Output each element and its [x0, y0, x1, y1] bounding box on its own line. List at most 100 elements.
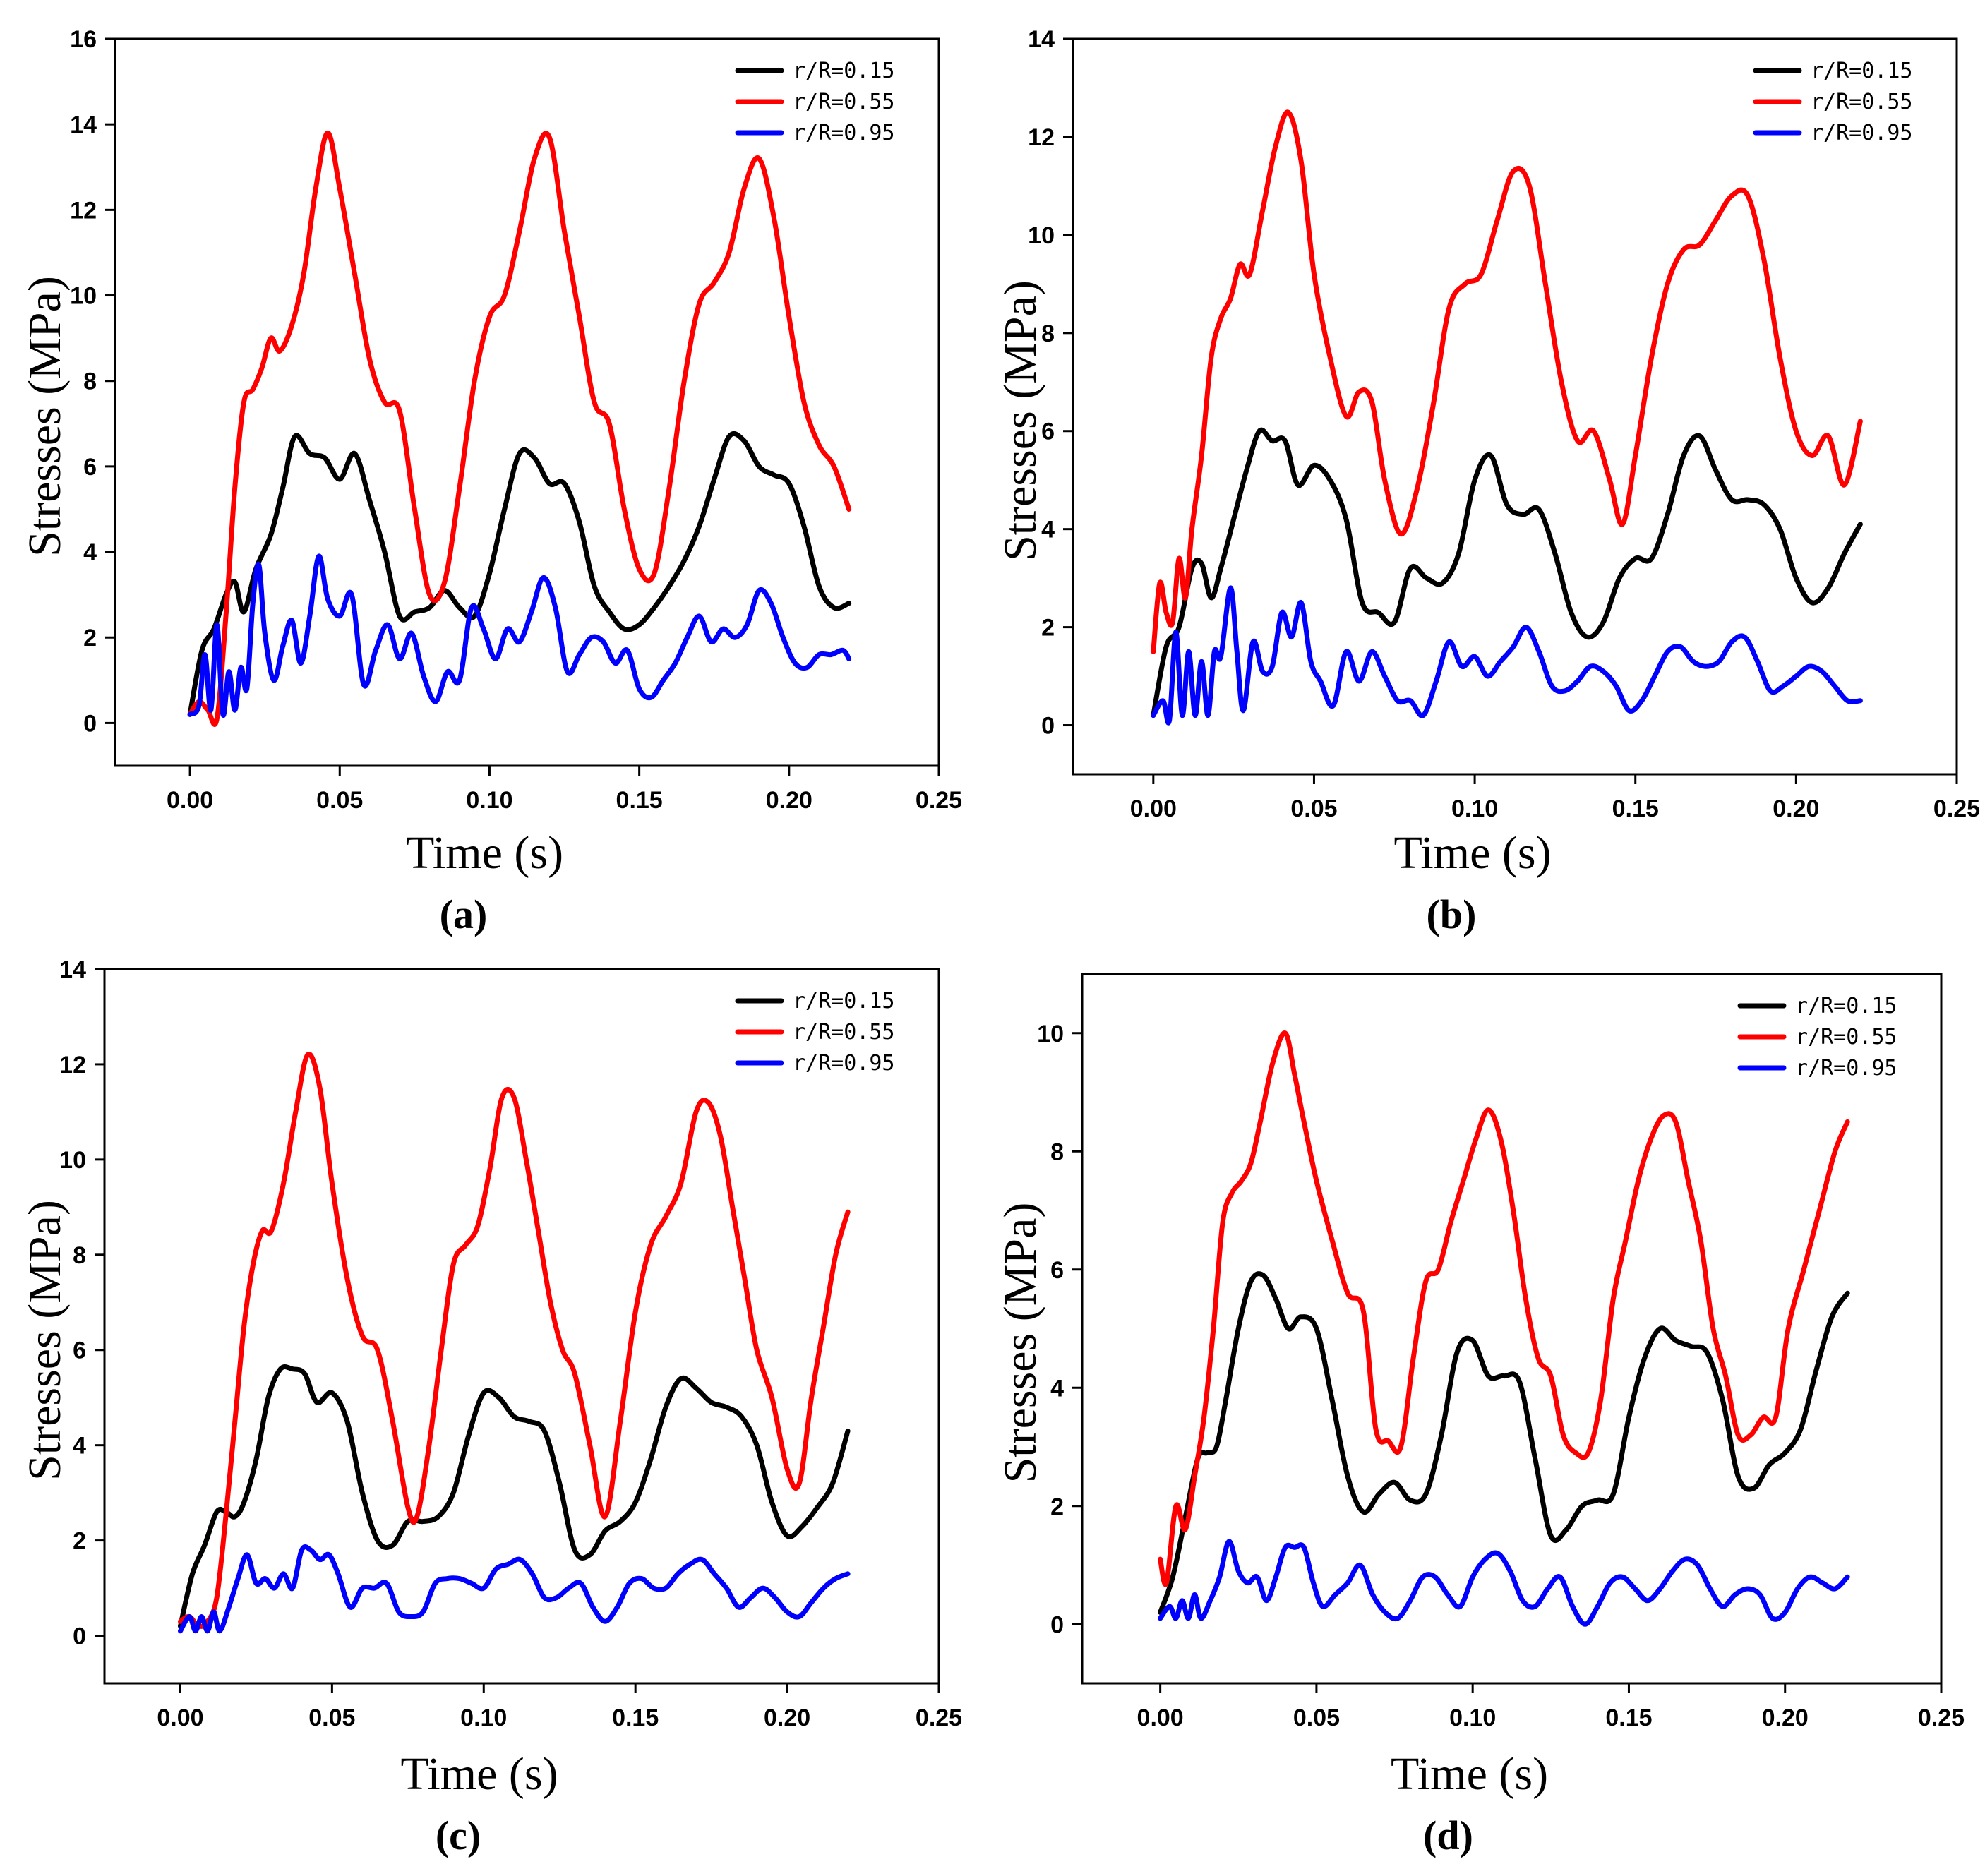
y-tick-label: 6 [1050, 1257, 1064, 1284]
plot-frame [114, 37, 940, 767]
chart-panel-a: 0.00 0.05 0.10 0.15 0.20 0.25 0 2 4 6 8 10 12 14 16 Tim… [19, 26, 962, 937]
x-tick-label: 0.20 [764, 1704, 810, 1731]
legend-label: r/R=0.95 [1811, 121, 1913, 145]
chart-panel-d: 0.00 0.05 0.10 0.15 0.20 0.25 0 2 4 6 8 10 Time (s) S… [995, 973, 1965, 1858]
y-tick-label: 4 [1041, 517, 1055, 543]
y-tick-label: 0 [73, 1623, 86, 1650]
x-tick-label: 0.25 [1918, 1704, 1965, 1731]
legend-label: r/R=0.55 [793, 90, 895, 114]
series-line-r-r-0-15 [178, 1364, 851, 1629]
y-tick-label: 2 [83, 625, 97, 651]
plot-frame [1072, 37, 1958, 776]
x-axis-title: Time (s) [406, 827, 563, 879]
y-tick-label: 14 [70, 112, 97, 138]
y-tick-label: 14 [1028, 26, 1055, 53]
legend-label: r/R=0.95 [793, 1051, 895, 1076]
x-tick-label: 0.15 [1612, 795, 1659, 822]
series-line-r-r-0-15 [1158, 1271, 1850, 1615]
panel-label: (b) [1427, 891, 1477, 937]
x-tick-label: 0.00 [1130, 795, 1177, 822]
y-tick-label: 0 [83, 710, 97, 737]
y-tick-label: 4 [73, 1433, 86, 1460]
y-tick-label: 2 [73, 1528, 86, 1555]
chart-panel-c: 0.00 0.05 0.10 0.15 0.20 0.25 0 2 4 6 8 10 12 14 Time … [19, 956, 962, 1858]
x-axis-title: Time (s) [1393, 827, 1551, 879]
y-tick-label: 16 [70, 26, 97, 53]
series-line-r-r-0-15 [187, 431, 852, 717]
legend-label: r/R=0.15 [793, 989, 895, 1014]
series-line-r-r-0-55 [1158, 1030, 1850, 1587]
panel-label: (d) [1423, 1812, 1473, 1858]
series-line-r-r-0-95 [1158, 1539, 1850, 1627]
y-tick-label: 8 [1041, 320, 1055, 347]
y-tick-label: 14 [59, 956, 86, 983]
y-tick-label: 4 [1050, 1375, 1064, 1402]
series-line-r-r-0-15 [1151, 427, 1863, 718]
y-tick-label: 0 [1041, 713, 1055, 740]
x-axis-title: Time (s) [1391, 1748, 1548, 1800]
y-tick-label: 10 [1028, 222, 1055, 249]
x-tick-label: 0.05 [308, 1704, 355, 1731]
series-line-r-r-0-55 [178, 1052, 851, 1629]
y-tick-label: 12 [70, 197, 97, 224]
y-tick-label: 6 [73, 1337, 86, 1364]
x-tick-label: 0.10 [1451, 795, 1498, 822]
series-line-r-r-0-95 [187, 553, 852, 718]
x-tick-label: 0.10 [466, 787, 512, 814]
x-axis-title: Time (s) [400, 1748, 558, 1800]
y-axis-title: Stresses (MPa) [995, 280, 1046, 561]
y-axis-title: Stresses (MPa) [995, 1203, 1046, 1484]
y-tick-label: 8 [73, 1242, 86, 1269]
x-tick-label: 0.10 [460, 1704, 507, 1731]
legend-label: r/R=0.55 [793, 1020, 895, 1045]
x-tick-label: 0.05 [1293, 1704, 1340, 1731]
x-tick-label: 0.00 [167, 787, 213, 814]
series-line-r-r-0-55 [187, 130, 852, 727]
series-line-r-r-0-55 [1151, 109, 1863, 654]
x-tick-label: 0.00 [1137, 1704, 1184, 1731]
y-tick-label: 8 [1050, 1138, 1064, 1165]
y-tick-label: 12 [59, 1052, 86, 1078]
y-tick-label: 10 [59, 1147, 86, 1174]
y-tick-label: 0 [1050, 1611, 1064, 1638]
x-tick-label: 0.15 [612, 1704, 659, 1731]
legend-label: r/R=0.15 [1811, 59, 1913, 83]
x-tick-label: 0.10 [1449, 1704, 1496, 1731]
x-tick-label: 0.00 [157, 1704, 203, 1731]
y-tick-label: 8 [83, 368, 97, 395]
x-tick-label: 0.15 [616, 787, 663, 814]
y-tick-label: 2 [1050, 1493, 1064, 1520]
x-tick-label: 0.25 [1933, 795, 1980, 822]
plot-frame [103, 968, 940, 1685]
y-tick-label: 10 [1037, 1021, 1064, 1047]
legend-label: r/R=0.95 [1795, 1056, 1897, 1081]
x-tick-label: 0.05 [1290, 795, 1337, 822]
x-tick-label: 0.25 [916, 787, 962, 814]
y-axis-title: Stresses (MPa) [19, 276, 71, 557]
legend-label: r/R=0.95 [793, 121, 895, 145]
series-line-r-r-0-95 [1151, 585, 1863, 726]
y-tick-label: 4 [83, 539, 97, 566]
series-line-r-r-0-95 [178, 1544, 851, 1634]
legend-label: r/R=0.15 [793, 59, 895, 83]
x-tick-label: 0.05 [316, 787, 363, 814]
panel-label: (c) [436, 1812, 481, 1858]
y-axis-title: Stresses (MPa) [19, 1200, 71, 1481]
plot-frame [1081, 973, 1943, 1685]
y-tick-label: 6 [83, 454, 97, 481]
y-tick-label: 2 [1041, 615, 1055, 642]
panel-label: (a) [440, 891, 488, 937]
x-tick-label: 0.15 [1605, 1704, 1652, 1731]
legend-label: r/R=0.55 [1811, 90, 1913, 114]
chart-panel-b: 0.00 0.05 0.10 0.15 0.20 0.25 0 2 4 6 8 10 12 14 Time … [995, 26, 1980, 937]
x-tick-label: 0.20 [1762, 1704, 1809, 1731]
x-tick-label: 0.20 [766, 787, 812, 814]
x-tick-label: 0.20 [1773, 795, 1819, 822]
y-tick-label: 6 [1041, 419, 1055, 445]
y-tick-label: 12 [1028, 124, 1055, 151]
legend-label: r/R=0.15 [1795, 994, 1897, 1018]
y-tick-label: 10 [70, 283, 97, 310]
x-tick-label: 0.25 [916, 1704, 962, 1731]
legend-label: r/R=0.55 [1795, 1025, 1897, 1050]
